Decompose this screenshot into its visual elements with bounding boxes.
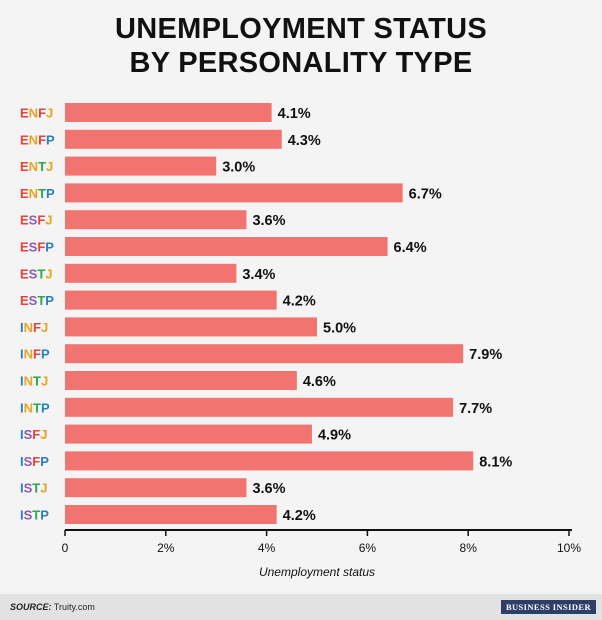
value-label-estp: 4.2% — [283, 294, 316, 310]
category-label-entp: ENTP — [20, 186, 55, 201]
category-label-istp: ISTP — [20, 508, 49, 523]
category-label-enfj: ENFJ — [20, 106, 53, 121]
value-label-infp: 7.9% — [469, 347, 502, 363]
business-insider-logo: BUSINESS INSIDER — [500, 600, 596, 614]
bar-istj — [65, 478, 247, 498]
value-label-isfj: 4.9% — [318, 428, 351, 444]
value-label-istp: 4.2% — [283, 508, 316, 524]
bar-chart: ENFJ 4.1% ENFP 4.3% ENTJ 3.0% ENTP 6.7% ESFJ 3.6%… — [20, 103, 581, 579]
bar-isfj — [65, 424, 312, 444]
source-value: Truity.com — [53, 602, 95, 612]
value-label-enfp: 4.3% — [288, 133, 321, 149]
bar-entj — [65, 156, 217, 176]
value-label-intp: 7.7% — [459, 401, 492, 417]
category-label-enfp: ENFP — [20, 132, 55, 147]
bar-isfp — [65, 451, 474, 471]
category-label-entj: ENTJ — [20, 159, 53, 174]
x-axis-title: Unemployment status — [259, 565, 375, 579]
category-label-istj: ISTJ — [20, 481, 47, 496]
x-tick-label-1: 2% — [157, 541, 175, 555]
value-label-estj: 3.4% — [242, 267, 275, 283]
chart-title: UNEMPLOYMENT STATUS BY PERSONALITY TYPE — [0, 12, 602, 80]
x-tick-label-2: 4% — [258, 541, 276, 555]
source-label: SOURCE: — [10, 602, 52, 612]
value-label-infj: 5.0% — [323, 320, 356, 336]
bar-intj — [65, 371, 297, 390]
x-tick-label-0: 0 — [62, 541, 69, 555]
bar-enfj — [65, 103, 272, 122]
footer: SOURCE: Truity.com BUSINESS INSIDER — [0, 594, 602, 620]
bar-enfp — [65, 129, 282, 149]
value-label-esfj: 3.6% — [252, 213, 285, 229]
category-label-intp: INTP — [20, 400, 50, 415]
category-label-isfj: ISFJ — [20, 427, 47, 442]
bar-estj — [65, 263, 237, 283]
category-label-infp: INFP — [20, 347, 50, 362]
category-label-intj: INTJ — [20, 374, 48, 389]
category-label-estp: ESTP — [20, 293, 54, 308]
bar-intp — [65, 397, 454, 417]
x-tick-label-4: 8% — [460, 541, 478, 555]
bar-entp — [65, 183, 403, 203]
chart-title-line-2: BY PERSONALITY TYPE — [129, 47, 473, 79]
category-label-infj: INFJ — [20, 320, 48, 335]
x-tick-label-3: 6% — [359, 541, 377, 555]
value-label-isfp: 8.1% — [479, 454, 512, 470]
value-label-esfp: 6.4% — [394, 240, 427, 256]
source-note: SOURCE: Truity.com — [10, 602, 95, 612]
bar-infp — [65, 344, 464, 364]
category-label-esfp: ESFP — [20, 240, 54, 255]
chart-title-line-1: UNEMPLOYMENT STATUS — [115, 13, 487, 45]
x-tick-label-5: 10% — [557, 541, 581, 555]
category-label-esfj: ESFJ — [20, 213, 53, 228]
value-label-enfj: 4.1% — [278, 106, 311, 122]
category-label-estj: ESTJ — [20, 266, 53, 281]
bar-estp — [65, 290, 277, 310]
value-label-intj: 4.6% — [303, 374, 336, 390]
bar-infj — [65, 317, 317, 337]
value-label-istj: 3.6% — [252, 481, 285, 497]
bar-esfj — [65, 210, 247, 230]
category-label-isfp: ISFP — [20, 454, 49, 469]
bar-istp — [65, 505, 277, 524]
value-label-entj: 3.0% — [222, 160, 255, 176]
value-label-entp: 6.7% — [409, 186, 442, 202]
bar-esfp — [65, 237, 388, 256]
